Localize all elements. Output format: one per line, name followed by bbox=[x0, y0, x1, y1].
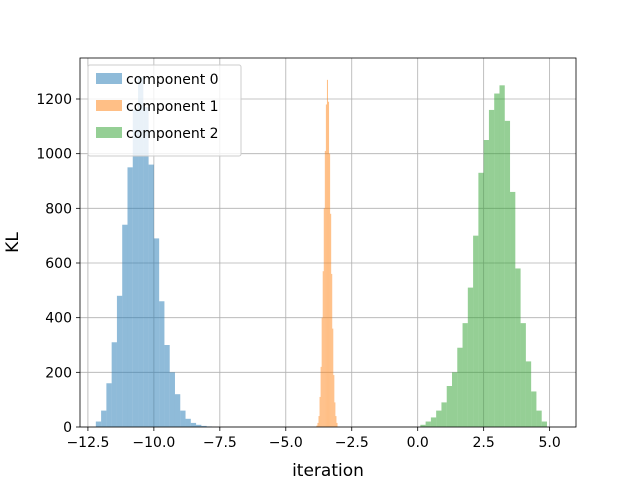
y-tick-label: 200 bbox=[45, 365, 72, 381]
legend-swatch bbox=[96, 73, 122, 84]
histogram-bar bbox=[185, 418, 191, 427]
histogram-bar bbox=[326, 79, 328, 427]
legend-label: component 2 bbox=[126, 126, 219, 142]
histogram-bar bbox=[520, 323, 526, 427]
histogram-bar bbox=[321, 317, 323, 427]
y-tick-label: 0 bbox=[63, 420, 72, 436]
series-0-bars bbox=[95, 77, 212, 428]
x-tick-label: −5.0 bbox=[269, 435, 303, 451]
histogram-bar bbox=[541, 421, 547, 427]
histogram-bar bbox=[106, 383, 112, 427]
histogram-bar bbox=[478, 172, 484, 427]
histogram-bar bbox=[101, 410, 107, 427]
histogram-bar bbox=[328, 101, 330, 427]
legend: component 0 component 1 component 2 bbox=[87, 64, 242, 157]
histogram-bar bbox=[499, 85, 505, 427]
histogram-bar bbox=[111, 342, 117, 427]
histogram-bar bbox=[159, 301, 165, 427]
series-1-bars bbox=[316, 79, 338, 427]
histogram-bar bbox=[190, 422, 197, 427]
histogram-bar bbox=[127, 167, 133, 428]
legend-box bbox=[87, 64, 242, 157]
histogram-bar bbox=[452, 372, 458, 427]
histogram-bar bbox=[336, 422, 338, 427]
legend-swatch bbox=[96, 100, 122, 111]
histogram-bar bbox=[494, 93, 500, 428]
histogram-bar bbox=[473, 235, 479, 427]
histogram-bar bbox=[436, 410, 442, 427]
histogram-bar bbox=[467, 287, 474, 427]
x-tick-label: 2.5 bbox=[473, 435, 495, 451]
histogram-bar bbox=[504, 120, 511, 427]
histogram-bar bbox=[488, 109, 495, 427]
histogram-bar bbox=[333, 375, 335, 427]
histogram-bar bbox=[331, 273, 333, 427]
histogram-bar bbox=[446, 386, 452, 427]
histogram-bar bbox=[325, 104, 327, 427]
histogram-bar bbox=[425, 421, 431, 427]
y-axis-label: KL bbox=[3, 232, 23, 253]
axis-ticks: −12.5 −10.0 −7.5 −5.0 −2.5 0.0 2.5 5.0 0 200 400 60… bbox=[36, 92, 560, 451]
x-axis-label: iteration bbox=[292, 461, 364, 480]
histogram-bar bbox=[180, 410, 186, 427]
histogram-bar bbox=[319, 396, 321, 427]
histogram-bar bbox=[317, 422, 319, 427]
y-tick-label: 1000 bbox=[36, 147, 72, 163]
legend-swatch bbox=[96, 127, 122, 138]
histogram-bar bbox=[334, 402, 336, 427]
histogram-bar bbox=[332, 328, 334, 427]
histogram-bar bbox=[483, 140, 489, 427]
x-tick-label: −10.0 bbox=[132, 435, 175, 451]
histogram-bar bbox=[138, 77, 144, 427]
histogram-bar bbox=[531, 391, 537, 427]
histogram-bar bbox=[318, 416, 320, 427]
histogram-bar bbox=[320, 366, 322, 427]
histogram-bar bbox=[122, 224, 128, 427]
histogram-bar bbox=[430, 417, 437, 427]
histogram-bar bbox=[116, 295, 123, 427]
histogram-bar bbox=[153, 238, 160, 427]
histogram-bar bbox=[525, 361, 532, 427]
histogram-bar bbox=[148, 164, 154, 427]
histogram-bar bbox=[510, 191, 516, 427]
histogram-bar bbox=[323, 208, 325, 427]
x-tick-label: −7.5 bbox=[203, 435, 237, 451]
histogram-bar bbox=[95, 421, 102, 427]
histogram-bar bbox=[335, 416, 337, 427]
y-tick-label: 1200 bbox=[36, 92, 72, 108]
plot-frame bbox=[79, 57, 577, 428]
legend-label: component 0 bbox=[126, 72, 219, 88]
histogram-bar bbox=[330, 213, 332, 427]
histogram-bar bbox=[441, 402, 447, 427]
y-tick-label: 600 bbox=[45, 256, 72, 272]
histogram-bar bbox=[536, 410, 542, 427]
histogram-bar bbox=[515, 268, 521, 427]
histogram-bar bbox=[174, 394, 181, 427]
x-tick-label: −2.5 bbox=[335, 435, 369, 451]
histogram-bar bbox=[316, 425, 318, 427]
histogram-bar bbox=[462, 323, 468, 427]
x-tick-label: 0.0 bbox=[407, 435, 429, 451]
series-2-bars bbox=[420, 85, 547, 428]
histogram-bar bbox=[196, 424, 202, 427]
histogram-bars bbox=[95, 77, 547, 428]
histogram-bar bbox=[420, 424, 426, 427]
y-tick-label: 800 bbox=[45, 201, 72, 217]
histogram-bar bbox=[324, 150, 326, 427]
histogram-bar bbox=[457, 347, 463, 427]
y-tick-label: 400 bbox=[45, 311, 72, 327]
histogram-bar bbox=[201, 425, 207, 427]
histogram-bar bbox=[322, 271, 324, 427]
histogram-bar bbox=[143, 107, 149, 427]
histogram-bar bbox=[329, 153, 331, 427]
histogram-bar bbox=[164, 345, 170, 427]
x-tick-label: 5.0 bbox=[538, 435, 560, 451]
x-tick-label: −12.5 bbox=[66, 435, 109, 451]
histogram-bar bbox=[132, 109, 139, 427]
legend-label: component 1 bbox=[126, 99, 219, 115]
histogram-bar bbox=[169, 372, 175, 427]
